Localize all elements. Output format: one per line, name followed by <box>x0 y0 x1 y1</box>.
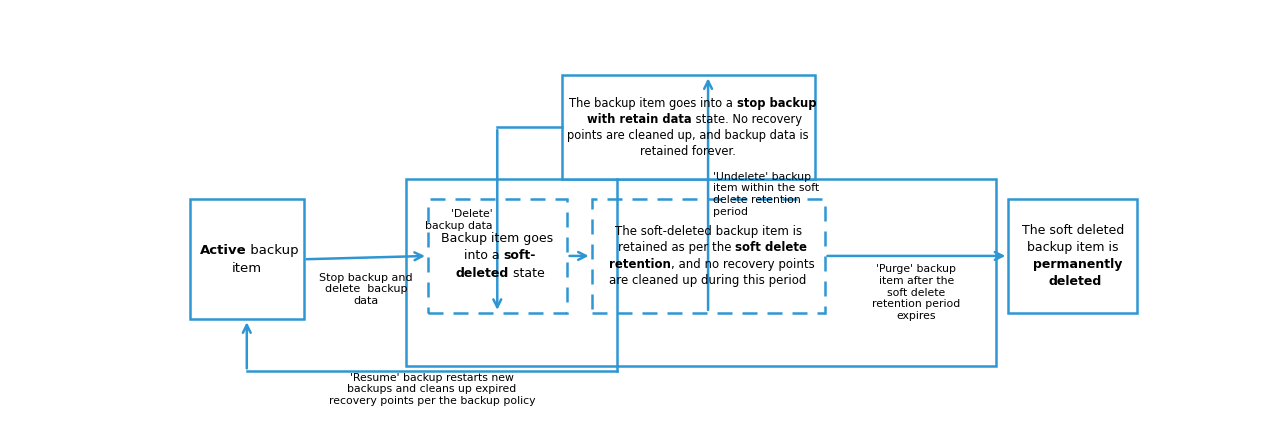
Text: state. No recovery: state. No recovery <box>692 113 803 126</box>
Text: 'Delete'
backup data: 'Delete' backup data <box>425 209 493 231</box>
Text: backup: backup <box>247 243 300 256</box>
Text: The soft-deleted backup item is: The soft-deleted backup item is <box>614 225 801 238</box>
Text: deleted: deleted <box>1048 275 1102 288</box>
Text: retained as per the: retained as per the <box>618 241 735 254</box>
Text: , and no recovery points: , and no recovery points <box>671 257 814 270</box>
Text: state: state <box>509 266 544 279</box>
Text: points are cleaned up, and backup data is: points are cleaned up, and backup data i… <box>567 129 809 142</box>
Text: are cleaned up during this period: are cleaned up during this period <box>609 274 806 287</box>
Text: 'Purge' backup
item after the
soft delete
retention period
expires: 'Purge' backup item after the soft delet… <box>872 264 960 321</box>
Text: Stop backup and
delete  backup
data: Stop backup and delete backup data <box>319 273 412 306</box>
Text: Active: Active <box>200 243 247 256</box>
Text: stop backup: stop backup <box>737 97 817 110</box>
Text: with retain data: with retain data <box>588 113 692 126</box>
Text: The soft deleted: The soft deleted <box>1021 224 1124 237</box>
Text: permanently: permanently <box>1033 258 1123 271</box>
Text: soft-: soft- <box>503 250 535 263</box>
Text: item: item <box>232 262 262 275</box>
Bar <box>562 76 815 179</box>
Text: backup item is: backup item is <box>1027 241 1119 254</box>
Text: retained forever.: retained forever. <box>640 145 736 158</box>
Text: 'Undelete' backup
item within the soft
delete retention
period: 'Undelete' backup item within the soft d… <box>713 172 819 217</box>
Bar <box>591 199 824 313</box>
Text: The backup item goes into a: The backup item goes into a <box>570 97 737 110</box>
Text: 'Resume' backup restarts new
backups and cleans up expired
recovery points per t: 'Resume' backup restarts new backups and… <box>329 373 535 406</box>
Bar <box>1009 199 1137 313</box>
Text: Backup item goes: Backup item goes <box>442 232 553 245</box>
Text: deleted: deleted <box>456 266 509 279</box>
Bar <box>189 199 303 319</box>
Bar <box>406 179 996 366</box>
Text: retention: retention <box>609 257 671 270</box>
Text: soft delete: soft delete <box>735 241 808 254</box>
Text: into a: into a <box>463 250 503 263</box>
Bar <box>428 199 567 313</box>
